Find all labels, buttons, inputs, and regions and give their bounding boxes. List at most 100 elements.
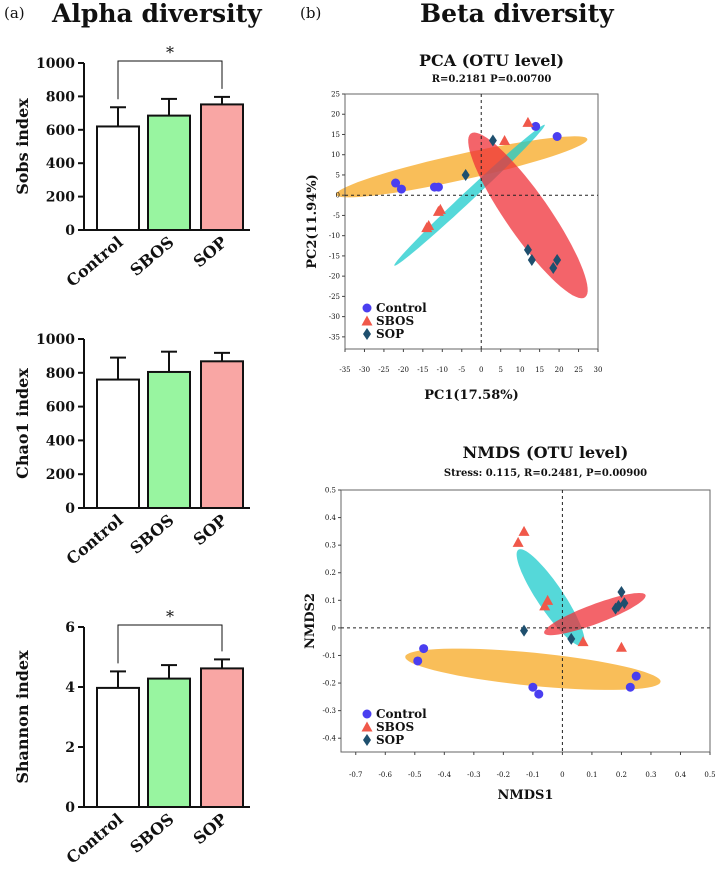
point-sbos: [539, 600, 551, 611]
x-tick-label: -0.4: [438, 771, 452, 779]
chao1-bar-chart: 0 200 400 600 800 1000 Chao1 index Control SBOS S…: [13, 332, 250, 569]
point-sbos: [499, 135, 511, 146]
x-axis-label: PC1(17.58%): [424, 388, 519, 403]
point-sop: [488, 134, 497, 147]
point-control: [631, 671, 641, 681]
point-control: [419, 644, 429, 654]
bar-sop: [200, 667, 244, 809]
legend-marker-sop: [363, 328, 371, 340]
x-tick-label: 20: [555, 366, 564, 374]
point-sop: [614, 599, 623, 612]
y-tick-label: 2: [65, 740, 75, 756]
y-tick-label: 0: [336, 192, 340, 200]
y-axis-label: Shannon index: [13, 650, 32, 784]
x-tick-label: SBOS: [126, 233, 177, 280]
x-tick-label: SOP: [190, 810, 231, 849]
y-tick-label: 10: [331, 151, 340, 159]
x-axis-label: NMDS1: [498, 788, 554, 803]
plot-frame: [344, 93, 599, 350]
point-sop: [520, 624, 529, 637]
x-tick-label: 0.5: [704, 771, 715, 779]
bar-sop: [200, 360, 244, 510]
y-tick-label: -35: [329, 333, 340, 341]
x-tick-label: 30: [594, 366, 603, 374]
x-tick-label: -20: [398, 366, 409, 374]
point-sbos: [542, 594, 554, 605]
legend-label-sbos: SBOS: [376, 720, 414, 734]
panel-b-label: (b): [300, 4, 321, 22]
x-tick-label: -0.5: [408, 771, 422, 779]
y-tick-label: 5: [336, 171, 340, 179]
plot-title: NMDS (OTU level): [463, 443, 629, 462]
significance-star: *: [166, 43, 174, 62]
y-axis-label: Sobs index: [13, 98, 32, 195]
significance-star: *: [166, 607, 174, 626]
legend-label-sop: SOP: [376, 327, 404, 341]
bar-sop: [200, 103, 244, 231]
y-tick-label: 600: [46, 123, 75, 139]
bar-sbos: [147, 677, 191, 808]
plot-subtitle: Stress: 0.115, R=0.2481, P=0.00900: [444, 468, 647, 479]
point-sop: [523, 243, 532, 256]
x-tick-label: 0.1: [586, 771, 597, 779]
y-tick-label: -0.4: [323, 735, 337, 743]
x-tick-label: 0: [560, 771, 564, 779]
y-axis-label: PC2(11.94%): [305, 174, 320, 269]
y-tick-label: -0.1: [323, 652, 337, 660]
y-tick-label: 0: [332, 624, 336, 632]
sobs-bar-chart: 0 200 400 600 800 1000 Sobs index Control SBOS SO…: [13, 43, 250, 291]
point-sbos: [522, 116, 534, 127]
y-axis-label: NMDS2: [303, 593, 318, 649]
point-sop: [527, 253, 536, 266]
y-tick-label: 20: [331, 111, 340, 119]
x-tick-label: -35: [339, 366, 350, 374]
y-tick-label: 800: [46, 366, 75, 382]
pca-scatter-plot: PCA (OTU level)R=0.2181 P=0.00700-35 -30-…: [305, 51, 602, 403]
y-tick-label: 800: [46, 89, 75, 105]
legend-marker-control: [362, 709, 372, 719]
x-tick-label: Control: [63, 810, 127, 868]
y-tick-label: -25: [329, 293, 340, 301]
x-tick-label: SOP: [190, 511, 231, 550]
y-tick-label: 0.4: [325, 514, 337, 522]
x-tick-label: Control: [63, 511, 127, 569]
y-tick-label: 0: [65, 223, 75, 239]
y-tick-label: 0.3: [325, 542, 336, 550]
legend-marker-sop: [363, 734, 371, 746]
point-control: [531, 121, 541, 131]
x-tick-label: 10: [516, 366, 525, 374]
y-tick-label: -15: [329, 252, 340, 260]
nmds-scatter-plot: NMDS (OTU level) Stress: 0.115, R=0.2481,…: [303, 443, 716, 803]
x-tick-label: 0.3: [645, 771, 656, 779]
y-tick-label: 15: [331, 131, 340, 139]
panel-b-title: Beta diversity: [420, 0, 615, 28]
y-tick-label: 1000: [36, 332, 75, 348]
x-tick-label: 25: [574, 366, 583, 374]
bar-sbos: [147, 114, 191, 231]
y-tick-label: 0: [65, 800, 75, 816]
x-tick-label: SOP: [190, 233, 231, 272]
y-tick-label: 6: [65, 620, 75, 636]
y-tick-label: 400: [46, 433, 75, 449]
point-sbos: [423, 220, 435, 231]
plot-subtitle: R=0.2181 P=0.00700: [432, 74, 552, 85]
y-tick-label: 0.1: [325, 597, 336, 605]
plot-frame: [340, 489, 711, 753]
ellipse-control: [336, 136, 588, 198]
significance-bracket: [117, 624, 223, 664]
point-control: [413, 656, 423, 666]
x-tick-label: -0.3: [467, 771, 481, 779]
y-tick-label: 0.2: [325, 569, 336, 577]
legend-label-sop: SOP: [376, 733, 404, 747]
point-sbos: [518, 525, 530, 536]
point-sop: [617, 586, 626, 599]
point-sbos: [512, 536, 524, 547]
point-sbos: [615, 641, 627, 652]
y-tick-label: 4: [65, 680, 75, 696]
legend-label-control: Control: [376, 707, 427, 721]
panel-a-title: Alpha diversity: [51, 0, 263, 28]
y-tick-label: 25: [331, 91, 340, 99]
x-tick-label: 0: [479, 366, 483, 374]
x-tick-label: Control: [63, 233, 127, 291]
